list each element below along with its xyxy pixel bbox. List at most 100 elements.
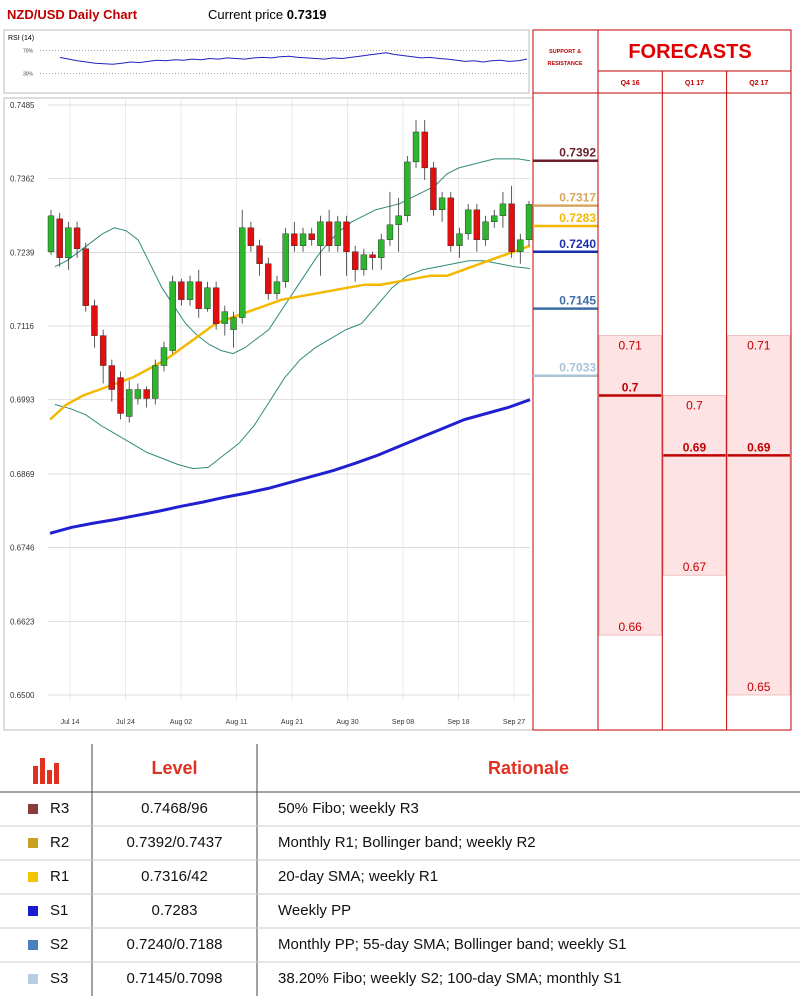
price-grid xyxy=(48,100,530,700)
forecast-low-label: 0.65 xyxy=(747,680,771,694)
sr-title-line-1: SUPPORT & xyxy=(549,49,581,55)
forecast-low-label: 0.67 xyxy=(683,560,707,574)
candle xyxy=(334,215,341,252)
forecast-high-label: 0.7 xyxy=(686,399,703,413)
candle-body xyxy=(91,305,98,336)
candle xyxy=(517,233,524,264)
sr-level-label: 0.7240 xyxy=(559,237,596,251)
candle xyxy=(317,215,324,276)
forecasts-panel: FORECASTS Q4 16 0.71 0.7 0.66 Q1 17 0.7 0.69 0.… xyxy=(597,29,792,731)
x-tick-label: Aug 02 xyxy=(170,719,192,726)
candle xyxy=(464,203,472,240)
price-panel: 0.7485 0.7362 0.7239 0.7116 0.6993 0.6869 0.67… xyxy=(3,97,534,731)
candle-body xyxy=(343,221,350,252)
candle xyxy=(360,248,368,276)
level-rationale: Monthly PP; 55-day SMA; Bollinger band; … xyxy=(278,936,627,953)
candle xyxy=(221,305,229,336)
level-color-swatch xyxy=(28,872,38,882)
candle xyxy=(308,227,315,246)
forecast-median-label: 0.69 xyxy=(747,440,771,454)
level-color-swatch xyxy=(28,974,38,984)
candle xyxy=(108,359,116,402)
candle-body xyxy=(473,209,481,240)
candle-body xyxy=(508,203,515,252)
candle-body xyxy=(186,281,194,300)
candle xyxy=(91,299,98,348)
header-rationale: Rationale xyxy=(487,758,570,778)
chart-header: NZD/USD Daily Chart Current price 0.7319 xyxy=(0,0,533,30)
candle xyxy=(212,281,220,330)
forecast-range-bar xyxy=(727,335,791,696)
x-tick-label: Aug 11 xyxy=(226,719,248,726)
sr-levels: 0.7392 0.7317 0.7283 0.7240 0.7145 0.7033 xyxy=(533,146,598,377)
y-tick-label: 0.7485 xyxy=(10,101,35,110)
candle xyxy=(134,383,142,405)
candle-body xyxy=(73,227,81,249)
candle xyxy=(386,191,394,246)
rsi-guide-lines: 70% 30% xyxy=(23,48,527,78)
sr-level-label: 0.7033 xyxy=(559,361,596,375)
level-color-swatch xyxy=(28,906,38,916)
candle-body xyxy=(256,245,263,264)
candle xyxy=(178,278,185,306)
candle xyxy=(65,221,72,270)
x-tick-label: Jul 24 xyxy=(116,719,135,726)
support-resistance-panel: SUPPORT & RESISTANCE 0.73920.73170.72830.… xyxy=(532,29,599,731)
level-color-swatch xyxy=(28,804,38,814)
candle-body xyxy=(238,227,246,318)
candle xyxy=(438,191,446,222)
level-value: 0.7316/42 xyxy=(141,868,208,885)
forecast-high-label: 0.71 xyxy=(747,339,771,353)
candle xyxy=(117,371,124,420)
rsi-frame xyxy=(3,29,530,94)
candle xyxy=(430,161,437,216)
candle xyxy=(473,203,481,252)
levels-table: Level Rationale R3 0.7468/96 50% Fibo; wee… xyxy=(0,744,800,996)
forecast-range-bar xyxy=(662,395,726,576)
sr-level-label: 0.7283 xyxy=(559,211,596,225)
candle-body xyxy=(265,263,272,294)
candle-body xyxy=(134,389,142,399)
rsi-tick-label: 30% xyxy=(23,72,34,78)
candle xyxy=(265,257,272,300)
candle xyxy=(247,221,255,252)
candle-body xyxy=(273,281,281,294)
forecast-col-header: Q2 17 xyxy=(749,80,768,87)
candle xyxy=(56,212,63,267)
candle-body xyxy=(525,204,533,240)
candle xyxy=(395,197,402,252)
candle xyxy=(195,269,202,318)
candle xyxy=(238,209,246,324)
candle-body xyxy=(47,215,55,252)
forecast-median-label: 0.7 xyxy=(622,381,639,395)
candle xyxy=(491,209,498,228)
candle-body xyxy=(317,221,324,246)
candle-body xyxy=(195,281,202,309)
candle-body xyxy=(421,131,428,169)
candle xyxy=(186,275,194,306)
candle xyxy=(525,200,533,246)
sma-yellow-line xyxy=(49,244,531,421)
candle-body xyxy=(282,233,289,282)
y-tick-label: 0.6746 xyxy=(10,544,35,553)
y-tick-labels: 0.7485 0.7362 0.7239 0.7116 0.6993 0.6869 0.67… xyxy=(10,101,35,700)
candle-body xyxy=(108,365,116,390)
candle xyxy=(421,119,428,180)
candle-body xyxy=(464,209,472,234)
candle xyxy=(47,209,55,255)
candle xyxy=(204,281,211,312)
level-name: R3 xyxy=(50,800,70,817)
candles xyxy=(47,119,533,423)
candle xyxy=(499,191,507,228)
candle xyxy=(456,227,463,258)
sr-level-label: 0.7392 xyxy=(559,146,596,160)
candle xyxy=(325,209,333,252)
forecast-columns: Q4 16 0.71 0.7 0.66 Q1 17 0.7 0.69 0.67 Q2 17 0.7… xyxy=(598,71,791,730)
candle xyxy=(369,251,376,270)
sr-title: SUPPORT & RESISTANCE xyxy=(547,49,582,67)
candle xyxy=(508,185,515,258)
level-name: R2 xyxy=(50,834,70,851)
candle xyxy=(73,221,81,258)
candle-body xyxy=(517,239,524,252)
level-rationale: Weekly PP xyxy=(278,902,352,919)
